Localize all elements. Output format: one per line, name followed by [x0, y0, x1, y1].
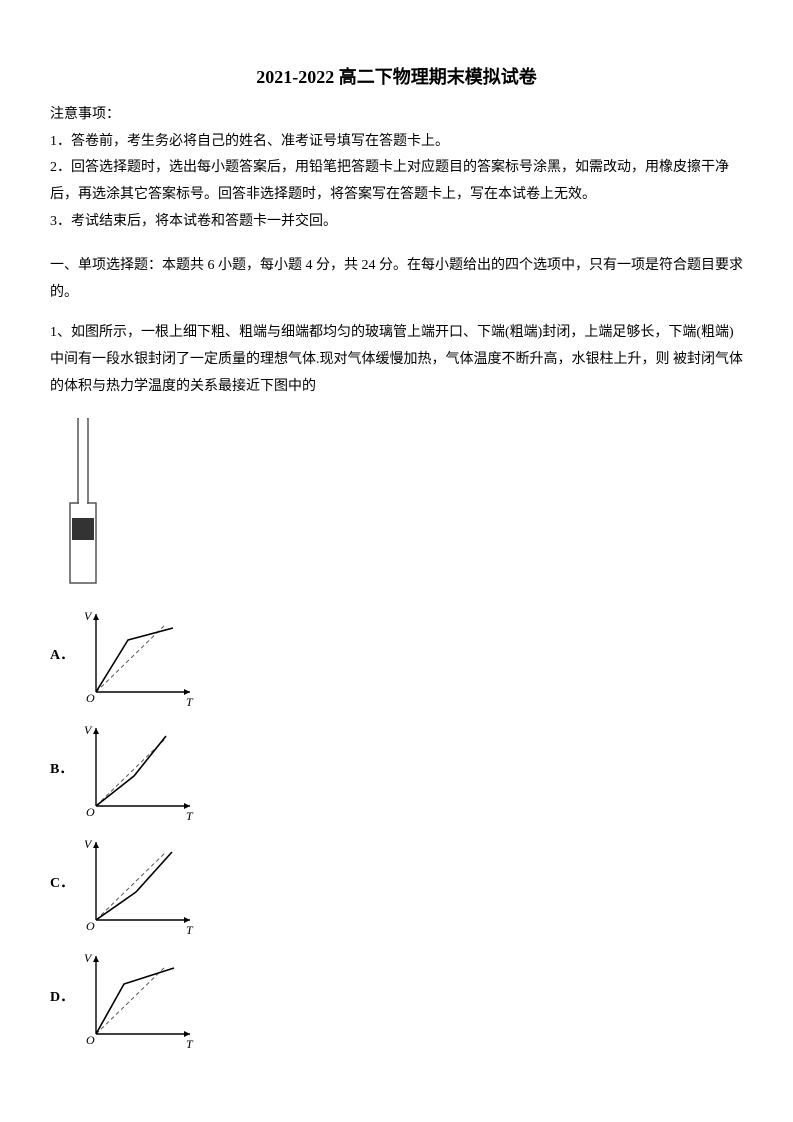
section-intro: 一、单项选择题：本题共 6 小题，每小题 4 分，共 24 分。在每小题给出的四…: [50, 253, 743, 306]
notice-block: 注意事项： 1．答卷前，考生务必将自己的姓名、准考证号填写在答题卡上。 2．回答…: [50, 102, 743, 235]
option-d: D． O T V: [50, 948, 743, 1048]
svg-text:T: T: [186, 695, 194, 706]
svg-text:V: V: [84, 837, 93, 851]
option-c-label: C．: [50, 871, 78, 898]
option-b: B． O T V: [50, 720, 743, 820]
tube-figure: [60, 418, 743, 588]
svg-text:O: O: [86, 805, 95, 819]
svg-text:T: T: [186, 923, 194, 934]
svg-text:V: V: [84, 723, 93, 737]
svg-text:V: V: [84, 609, 93, 623]
chart-b: O T V: [78, 720, 198, 820]
option-d-label: D．: [50, 985, 78, 1012]
option-c: C． O T V: [50, 834, 743, 934]
option-a: A． O T V: [50, 606, 743, 706]
option-b-label: B．: [50, 757, 78, 784]
svg-text:O: O: [86, 1033, 95, 1047]
chart-c: O T V: [78, 834, 198, 934]
tube-svg: [60, 418, 106, 588]
chart-c-svg: O T V: [78, 834, 198, 934]
options-block: A． O T V B． O T V C． O T V D． O T V: [50, 606, 743, 1048]
chart-a: O T V: [78, 606, 198, 706]
chart-d-svg: O T V: [78, 948, 198, 1048]
notice-line: 3．考试结束后，将本试卷和答题卡一并交回。: [50, 209, 743, 236]
svg-text:T: T: [186, 809, 194, 820]
notice-heading: 注意事项：: [50, 102, 743, 129]
question-1-stem: 1、如图所示，一根上细下粗、粗端与细端都均匀的玻璃管上端开口、下端(粗端)封闭，…: [50, 320, 743, 400]
chart-d: O T V: [78, 948, 198, 1048]
notice-line: 1．答卷前，考生务必将自己的姓名、准考证号填写在答题卡上。: [50, 129, 743, 156]
notice-line: 2．回答选择题时，选出每小题答案后，用铅笔把答题卡上对应题目的答案标号涂黑，如需…: [50, 155, 743, 208]
svg-text:V: V: [84, 951, 93, 965]
chart-b-svg: O T V: [78, 720, 198, 820]
svg-text:O: O: [86, 919, 95, 933]
page-title: 2021-2022 高二下物理期末模拟试卷: [50, 60, 743, 94]
svg-text:T: T: [186, 1037, 194, 1048]
option-a-label: A．: [50, 643, 78, 670]
svg-text:O: O: [86, 691, 95, 705]
chart-a-svg: O T V: [78, 606, 198, 706]
